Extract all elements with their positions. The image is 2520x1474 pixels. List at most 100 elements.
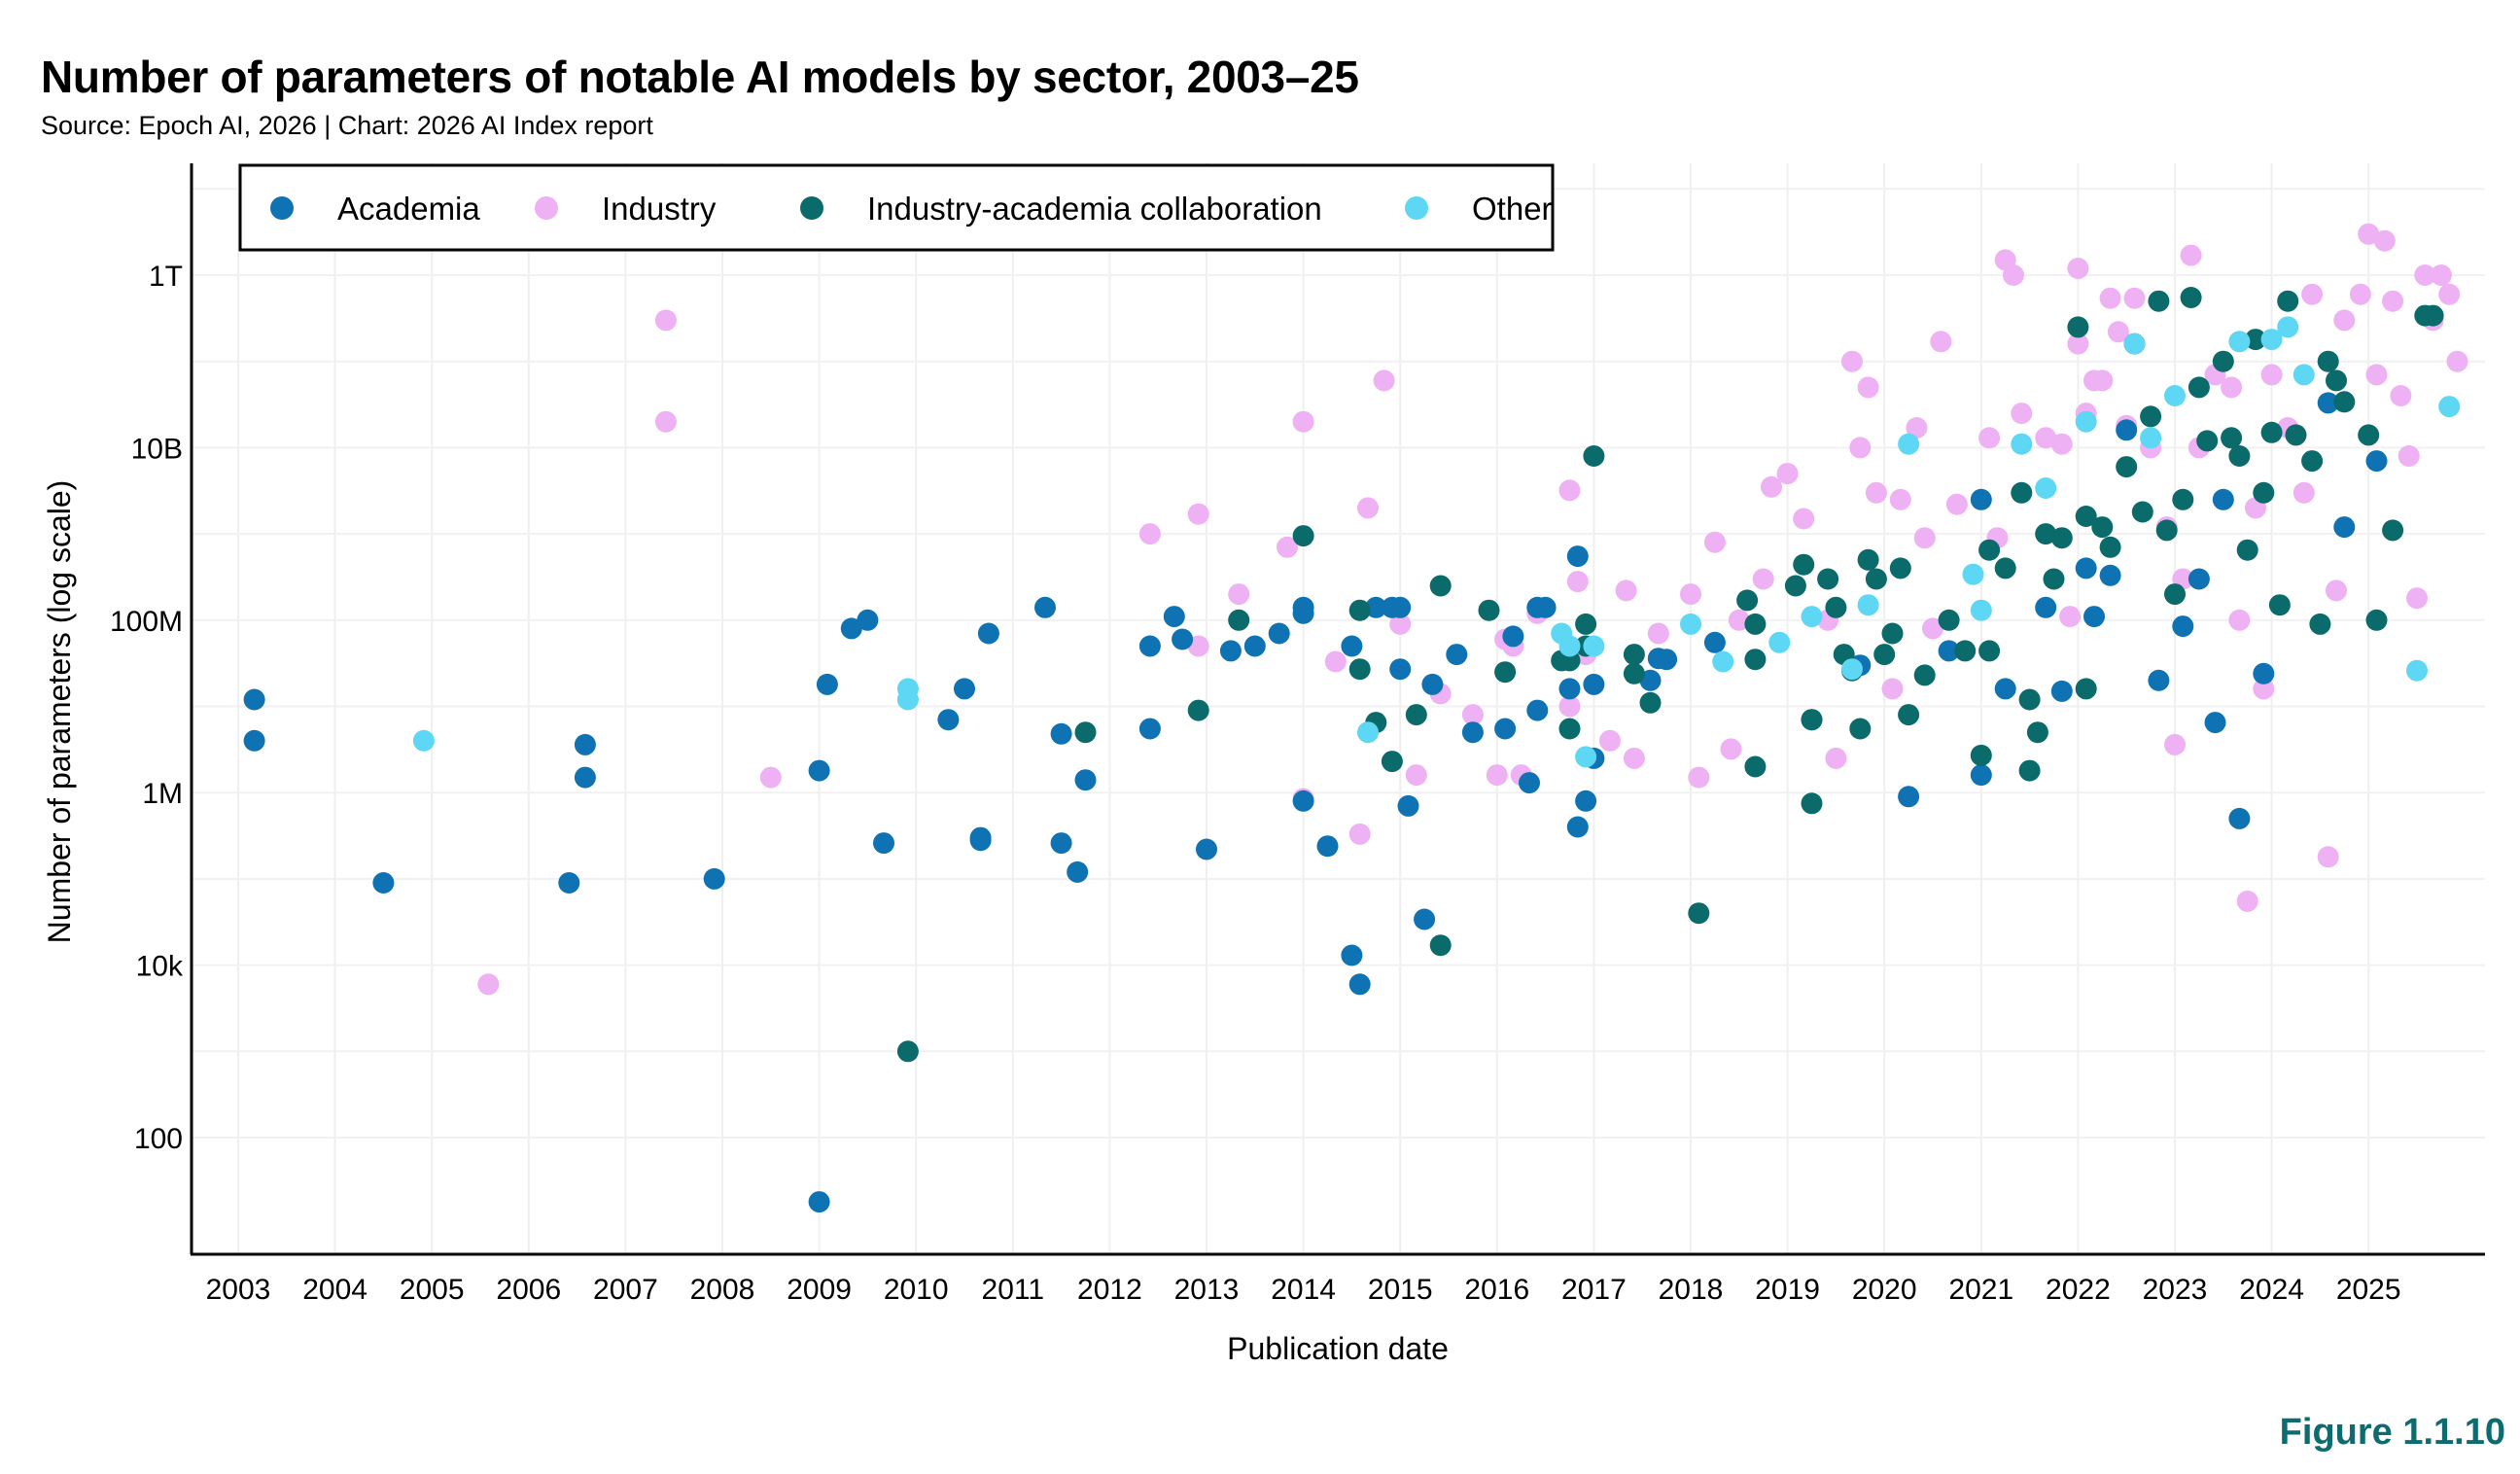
data-point xyxy=(2155,519,2178,542)
x-tick-label: 2015 xyxy=(1368,1274,1433,1306)
data-point xyxy=(2003,264,2024,286)
data-point xyxy=(1744,755,1767,778)
data-point xyxy=(1486,764,1508,787)
data-point xyxy=(1720,738,1742,760)
data-point xyxy=(1421,673,1444,695)
data-point xyxy=(2172,488,2194,510)
data-point xyxy=(1898,786,1920,808)
data-point xyxy=(2148,669,2170,691)
data-point xyxy=(2212,350,2234,372)
y-tick-label: 100M xyxy=(110,606,183,638)
data-point xyxy=(2196,430,2219,452)
data-point xyxy=(1623,644,1645,666)
data-point xyxy=(1841,658,1863,681)
x-tick-label: 2016 xyxy=(1464,1274,1529,1306)
data-point xyxy=(1219,640,1242,662)
data-point xyxy=(2358,223,2380,245)
data-point xyxy=(1341,635,1363,657)
data-point xyxy=(2050,527,2073,549)
data-point xyxy=(1228,583,1250,606)
x-tick-label: 2018 xyxy=(1659,1274,1724,1306)
data-point xyxy=(1801,606,1823,628)
data-point xyxy=(1906,417,1928,439)
x-tick-label: 2020 xyxy=(1852,1274,1917,1306)
data-point xyxy=(2285,424,2307,446)
data-point xyxy=(1494,661,1517,684)
data-point xyxy=(2180,287,2202,308)
x-tick-label: 2007 xyxy=(593,1274,658,1306)
data-point xyxy=(703,867,725,890)
data-point xyxy=(2438,396,2461,418)
data-point xyxy=(1703,631,1726,653)
data-point xyxy=(1970,764,1992,787)
data-point xyxy=(1784,575,1806,597)
data-point xyxy=(654,410,677,433)
data-point xyxy=(2236,539,2258,561)
data-point xyxy=(1405,704,1427,726)
data-point xyxy=(2253,662,2275,684)
ticks-layer: 2003 2004 2005 2006 2007 2008 2009 2010 2011 2012… xyxy=(110,261,2401,1306)
x-tick-label: 2008 xyxy=(690,1274,755,1306)
data-point xyxy=(2333,391,2356,413)
y-axis-title: Number of parameters (log scale) xyxy=(42,480,77,944)
data-point xyxy=(2059,606,2082,628)
data-point xyxy=(1502,625,1524,648)
data-point xyxy=(1913,664,1936,686)
data-point xyxy=(1938,609,1960,631)
data-point xyxy=(1801,792,1823,815)
data-point xyxy=(1050,832,1072,855)
data-point xyxy=(2164,385,2186,406)
data-point xyxy=(1381,751,1403,773)
data-point xyxy=(1930,331,1952,353)
data-point xyxy=(2260,329,2283,351)
data-point xyxy=(1429,934,1452,957)
data-point xyxy=(1978,539,2001,561)
data-point xyxy=(2035,427,2057,449)
data-point xyxy=(896,688,919,711)
x-tick-label: 2012 xyxy=(1077,1274,1142,1306)
x-tick-label: 2009 xyxy=(787,1274,852,1306)
legend-label: Industry xyxy=(602,191,717,227)
data-point xyxy=(1825,596,1847,618)
data-point xyxy=(2228,445,2251,467)
data-point xyxy=(1575,746,1597,768)
data-point xyxy=(2277,290,2299,312)
data-point xyxy=(2333,309,2356,332)
data-point xyxy=(1357,721,1379,744)
legend: Academia Industry Industry-academia collab… xyxy=(238,163,1555,252)
data-point xyxy=(1744,649,1767,671)
data-point xyxy=(937,709,960,731)
data-point xyxy=(2180,244,2202,266)
data-point xyxy=(1316,835,1339,858)
data-point xyxy=(2018,688,2041,711)
data-point xyxy=(477,973,500,996)
data-point xyxy=(1389,658,1412,681)
data-point xyxy=(1623,747,1645,769)
x-tick-label: 2014 xyxy=(1271,1274,1336,1306)
data-point xyxy=(1034,596,1056,618)
data-point xyxy=(2083,606,2105,628)
data-point xyxy=(808,1191,830,1213)
data-point xyxy=(2050,433,2073,455)
data-point xyxy=(1341,944,1363,966)
data-point xyxy=(2035,596,2057,618)
data-point xyxy=(2075,678,2097,700)
grid-layer xyxy=(192,163,2485,1254)
data-point xyxy=(2221,376,2243,399)
data-point xyxy=(1138,635,1161,657)
data-point xyxy=(1478,599,1500,621)
data-point xyxy=(2268,594,2291,616)
data-point xyxy=(2188,568,2210,590)
data-point xyxy=(1712,650,1734,673)
y-tick-label: 10B xyxy=(131,433,183,465)
data-point xyxy=(2067,258,2089,279)
data-point xyxy=(1461,704,1484,726)
data-point xyxy=(2365,609,2388,631)
chart-subtitle: Source: Epoch AI, 2026 | Chart: 2026 AI … xyxy=(41,111,653,140)
data-point xyxy=(1348,823,1371,845)
x-tick-label: 2025 xyxy=(2336,1274,2401,1306)
data-point xyxy=(2067,333,2089,355)
legend-box xyxy=(238,163,1555,252)
data-point xyxy=(2091,369,2114,392)
